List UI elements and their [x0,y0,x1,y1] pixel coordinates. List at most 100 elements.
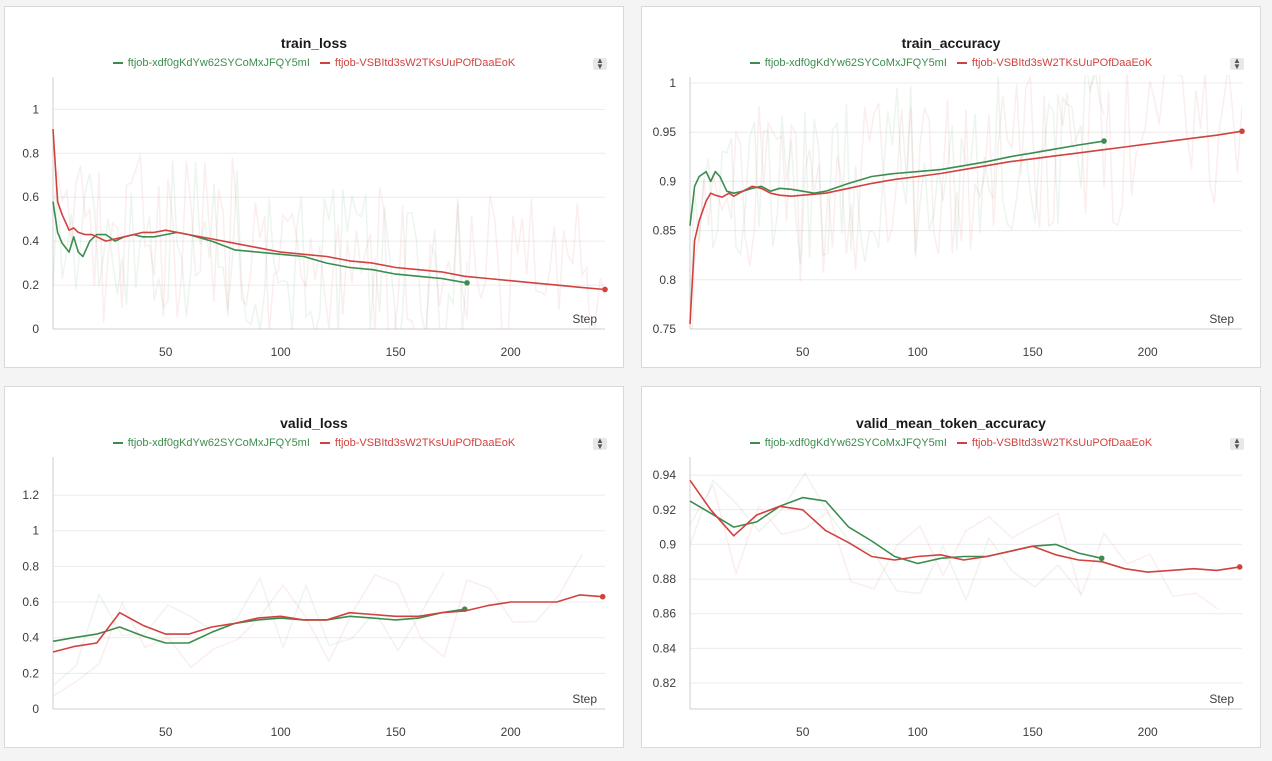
series-line [52,594,603,653]
y-tick-label: 0.8 [659,273,676,287]
legend-entry[interactable]: ftjob-xdf0gKdYw62SYCoMxJFQY5mI [112,437,310,449]
raw-trace-line [53,160,468,329]
sort-arrows-icon[interactable]: ▲ ▼ [1230,57,1244,71]
chart-panel-train-loss: 0 0.2 0.4 0.6 0.8 1 50 100 150 200 Step train_loss f… [4,6,624,368]
y-tick-label: 0 [32,322,39,336]
x-tick-label: 200 [501,725,521,739]
x-tick-label: 200 [1138,345,1158,359]
chart-plot-area: 0.82 0.84 0.86 0.88 0.9 0.92 0.94 50 100 150 200 St… [653,457,1243,739]
raw-trace-layer [53,154,605,329]
y-tick-label: 0.2 [22,278,39,292]
legend-entry[interactable]: ftjob-VSBItd3sW2TKsUuPOfDaaEoK [319,57,516,69]
legend-swatch [956,442,967,445]
y-tick-label: 0.4 [22,234,39,248]
chart-legend: ftjob-xdf0gKdYw62SYCoMxJFQY5mI ftjob-VSBI… [642,437,1260,449]
x-axis-label: Step [572,312,597,326]
raw-trace-line [53,154,605,329]
series-line [52,201,468,284]
series-line [52,608,465,644]
chart-title: valid_mean_token_accuracy [856,415,1046,431]
legend-label: ftjob-VSBItd3sW2TKsUuPOfDaaEoK [971,437,1153,449]
raw-trace-line [690,482,1220,611]
y-tick-label: 0.92 [653,503,677,517]
legend-entry[interactable]: ftjob-xdf0gKdYw62SYCoMxJFQY5mI [112,57,310,69]
y-tick-label: 0.95 [653,125,677,139]
y-tick-label: 0.2 [22,666,39,680]
raw-trace-line [691,75,1242,329]
legend-label: ftjob-VSBItd3sW2TKsUuPOfDaaEoK [334,57,516,69]
series-end-point [599,593,606,600]
series-line [52,129,606,291]
y-tick-label: 0.86 [653,607,677,621]
legend-label: ftjob-VSBItd3sW2TKsUuPOfDaaEoK [334,437,516,449]
x-axis-label: Step [1209,312,1234,326]
legend-entry[interactable]: ftjob-VSBItd3sW2TKsUuPOfDaaEoK [956,57,1152,69]
series-line [689,496,1102,565]
y-tick-label: 0.8 [22,146,39,160]
y-tick-label: 0.82 [653,676,677,690]
x-axis-label: Step [1209,692,1234,706]
chart-legend: ftjob-xdf0gKdYw62SYCoMxJFQY5mI ftjob-VSBI… [5,437,623,449]
series-line [689,140,1105,226]
sort-arrows-icon[interactable]: ▲ ▼ [593,57,607,71]
raw-trace-line [690,75,1105,312]
series-end-point [1239,128,1245,135]
y-tick-label: 0 [32,702,39,716]
x-tick-label: 100 [271,345,291,359]
raw-trace-layer [690,75,1242,329]
chart-legend: ftjob-xdf0gKdYw62SYCoMxJFQY5mI ftjob-VSBI… [5,57,623,69]
chart-plot-area: 0 0.2 0.4 0.6 0.8 1 1.2 50 100 150 200 Step [22,457,606,739]
legend-label: ftjob-xdf0gKdYw62SYCoMxJFQY5mI [127,437,310,449]
x-tick-label: 150 [1023,725,1043,739]
y-tick-label: 0.94 [653,468,677,482]
chart-title: train_loss [280,35,348,51]
series-line [689,479,1240,573]
legend-entry[interactable]: ftjob-VSBItd3sW2TKsUuPOfDaaEoK [319,437,516,449]
legend-swatch [319,442,330,445]
y-tick-label: 0.8 [22,559,39,573]
chart-panel-valid-mean-token-accuracy: 0.82 0.84 0.86 0.88 0.9 0.92 0.94 50 100 150 200 St… [641,386,1261,748]
x-tick-label: 50 [796,725,810,739]
y-tick-label: 0.9 [659,174,676,188]
series-end-point [464,280,470,286]
raw-trace-line [53,554,583,697]
legend-entry[interactable]: ftjob-xdf0gKdYw62SYCoMxJFQY5mI [749,437,947,449]
x-tick-label: 50 [159,725,173,739]
x-tick-label: 150 [1023,345,1043,359]
sort-arrows-icon[interactable]: ▲ ▼ [593,437,607,451]
legend-entry[interactable]: ftjob-VSBItd3sW2TKsUuPOfDaaEoK [956,437,1153,449]
y-tick-label: 1 [669,76,676,90]
legend-swatch [112,442,123,445]
y-tick-label: 0.75 [653,322,677,336]
legend-swatch [319,62,330,65]
x-tick-label: 100 [271,725,291,739]
y-tick-label: 1 [32,102,39,116]
x-tick-label: 50 [159,345,173,359]
x-tick-label: 150 [386,345,406,359]
sort-arrows-icon[interactable]: ▲ ▼ [1230,437,1244,451]
y-tick-label: 0.6 [22,595,39,609]
chart-panel-valid-loss: 0 0.2 0.4 0.6 0.8 1 1.2 50 100 150 200 Step valid_lo… [4,386,624,748]
legend-entry[interactable]: ftjob-xdf0gKdYw62SYCoMxJFQY5mI [749,57,947,69]
legend-label: ftjob-xdf0gKdYw62SYCoMxJFQY5mI [764,437,947,449]
y-tick-label: 0.6 [22,190,39,204]
chart-legend: ftjob-xdf0gKdYw62SYCoMxJFQY5mI ftjob-VSBI… [642,57,1260,69]
raw-trace-line [690,471,1082,602]
x-tick-label: 200 [501,345,521,359]
legend-swatch [956,62,967,65]
x-tick-label: 200 [1138,725,1158,739]
x-tick-label: 100 [908,725,928,739]
raw-trace-layer [690,471,1220,611]
series-end-point [602,286,608,293]
x-axis-label: Step [572,692,597,706]
y-tick-label: 0.88 [653,572,677,586]
series-end-point [1101,138,1107,144]
y-tick-label: 0.85 [653,224,677,238]
series-end-point [1236,564,1243,570]
y-tick-label: 1 [32,524,39,538]
legend-swatch [112,62,123,65]
y-tick-label: 0.9 [659,537,676,551]
x-tick-label: 100 [908,345,928,359]
